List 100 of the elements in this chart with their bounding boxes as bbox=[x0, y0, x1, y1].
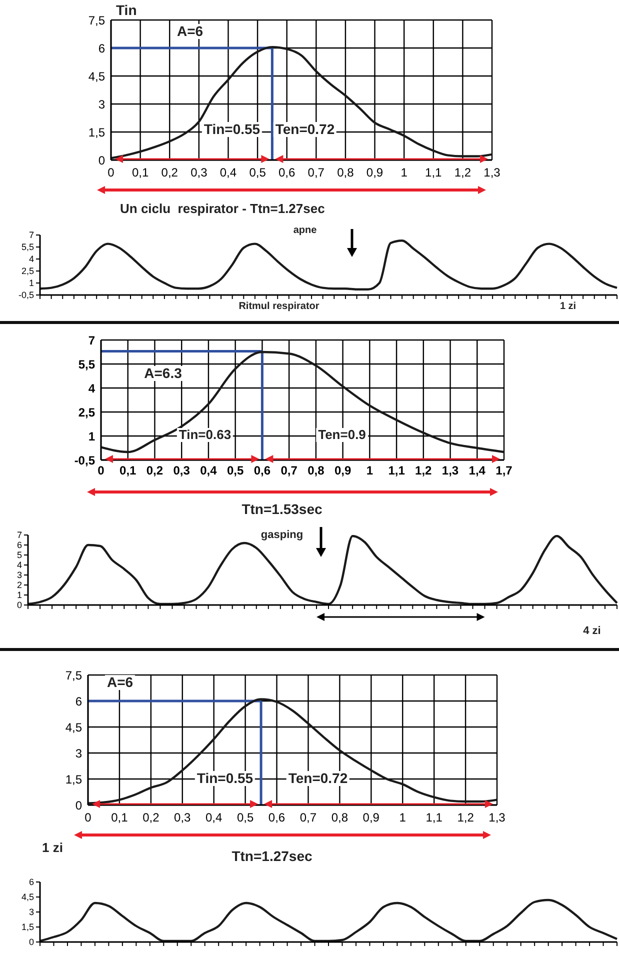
x-tick-label: 0,2 bbox=[142, 810, 160, 825]
x-tick-label: 0,6 bbox=[268, 810, 286, 825]
y-tick-label: 4,5 bbox=[88, 69, 106, 84]
text: 1 zi bbox=[558, 301, 578, 312]
annotation: Ten=0.72 bbox=[286, 770, 350, 786]
x-tick-label: 0,4 bbox=[200, 464, 218, 478]
y-axis-title: Tin bbox=[116, 2, 137, 18]
y-tick-label: 5,5 bbox=[21, 242, 34, 252]
y-tick-label: 3 bbox=[75, 746, 82, 760]
x-tick-label: 1,2 bbox=[415, 464, 432, 478]
annotation: gasping bbox=[258, 529, 306, 542]
text: 4 zi bbox=[581, 625, 603, 638]
x-tick-label: 0,8 bbox=[331, 810, 348, 825]
y-tick-label: 5,5 bbox=[78, 357, 96, 372]
x-tick-label: 0,3 bbox=[173, 464, 190, 478]
y-tick-label: 1,5 bbox=[65, 772, 82, 786]
y-tick-label: 3 bbox=[98, 97, 106, 112]
x-tick-label: 0,9 bbox=[362, 810, 380, 825]
y-tick-label: 0 bbox=[98, 153, 106, 168]
x-tick-label: 0,2 bbox=[161, 166, 178, 180]
x-tick-label: 1,2 bbox=[454, 166, 472, 180]
y-tick-label: 6 bbox=[98, 41, 106, 56]
text: 1 zi bbox=[40, 840, 65, 856]
annotation: Tin=0.55 bbox=[194, 770, 256, 786]
y-tick-label: 1 bbox=[28, 278, 34, 288]
y-tick-label: 7 bbox=[16, 530, 22, 540]
annotation: A=6.3 bbox=[142, 365, 184, 382]
x-tick-label: 1,1 bbox=[425, 166, 442, 180]
y-tick-label: 4,5 bbox=[65, 720, 82, 734]
line-series bbox=[38, 240, 618, 290]
x-tick-label: 0,1 bbox=[132, 166, 149, 180]
y-tick-label: 4 bbox=[88, 381, 96, 396]
y-tick-label: 5 bbox=[16, 550, 22, 560]
x-tick-label: 0,5 bbox=[236, 810, 254, 825]
y-tick-label: -0,5 bbox=[18, 290, 34, 300]
y-tick-label: 2,5 bbox=[78, 405, 96, 420]
y-tick-label: 7,5 bbox=[65, 668, 82, 682]
y-tick-label: -0,5 bbox=[74, 453, 96, 468]
y-tick-label: 0 bbox=[28, 937, 34, 948]
x-tick-label: 1,3 bbox=[442, 464, 459, 478]
y-tick-label: 1,5 bbox=[21, 922, 34, 932]
y-tick-label: 1,5 bbox=[88, 125, 106, 140]
y-tick-label: 2 bbox=[16, 580, 22, 590]
x-tick-label: 0,8 bbox=[308, 464, 325, 478]
x-tick-label: 1,4 bbox=[468, 464, 486, 478]
x-tick-label: 0,7 bbox=[280, 464, 298, 478]
x-tick-label: 0,7 bbox=[300, 810, 317, 825]
y-tick-label: 6 bbox=[28, 877, 34, 888]
annotation: Ten=0.72 bbox=[273, 121, 337, 138]
y-tick-label: 4 bbox=[28, 254, 34, 264]
annotation: apne bbox=[291, 225, 319, 236]
x-tick-label: 0,9 bbox=[366, 166, 384, 180]
annotation: A=6 bbox=[174, 23, 206, 40]
y-tick-label: 3 bbox=[16, 570, 22, 580]
y-tick-label: 3 bbox=[28, 907, 34, 918]
x-tick-label: 0 bbox=[108, 166, 115, 180]
y-tick-label: 7 bbox=[88, 333, 96, 348]
x-tick-label: 0,3 bbox=[190, 166, 208, 180]
x-tick-label: 1,7 bbox=[496, 464, 513, 478]
x-tick-label: 0,5 bbox=[226, 464, 244, 478]
y-tick-label: 4,5 bbox=[21, 892, 34, 902]
x-tick-label: 0,6 bbox=[278, 166, 296, 180]
y-tick-label: 1 bbox=[88, 429, 96, 444]
x-tick-label: 1 bbox=[366, 464, 374, 478]
y-tick-label: 2,5 bbox=[21, 266, 34, 276]
y-tick-label: 6 bbox=[16, 540, 22, 550]
annotation: A=6 bbox=[104, 674, 136, 690]
y-tick-label: 7,5 bbox=[88, 13, 106, 28]
text: Un ciclu respirator - Ttn=1.27sec bbox=[118, 201, 327, 216]
x-tick-label: 0,5 bbox=[249, 166, 266, 180]
x-tick-label: 0,2 bbox=[146, 464, 164, 478]
text: Ttn=1.53sec bbox=[240, 501, 324, 518]
annotation: Tin=0.55 bbox=[202, 121, 262, 138]
x-tick-label: 1 bbox=[400, 166, 408, 180]
line-series bbox=[100, 350, 506, 454]
x-tick-label: 1 bbox=[399, 810, 406, 825]
annotation: Tin=0.63 bbox=[176, 427, 234, 442]
x-tick-label: 0,1 bbox=[111, 810, 128, 825]
x-tick-label: 0,4 bbox=[220, 166, 237, 180]
x-tick-label: 0,9 bbox=[334, 464, 352, 478]
y-tick-label: 4 bbox=[16, 560, 22, 570]
x-tick-label: 0,3 bbox=[174, 810, 192, 825]
x-tick-label: 1,3 bbox=[484, 166, 501, 180]
annotation: Ten=0.9 bbox=[316, 427, 368, 442]
y-tick-label: 6 bbox=[75, 694, 82, 708]
y-tick-label: 0 bbox=[16, 600, 22, 610]
x-axis-title: Ritmul respirator bbox=[238, 301, 320, 312]
text: Ttn=1.27sec bbox=[230, 848, 314, 864]
x-tick-label: 0,6 bbox=[254, 464, 271, 478]
y-tick-label: 0 bbox=[75, 798, 82, 812]
x-tick-label: 0,7 bbox=[308, 166, 325, 180]
x-tick-label: 1,1 bbox=[426, 810, 443, 825]
x-tick-label: 1,3 bbox=[488, 810, 506, 825]
x-tick-label: 0,1 bbox=[120, 464, 137, 478]
y-tick-label: 1 bbox=[16, 590, 22, 600]
x-tick-label: 0,4 bbox=[206, 810, 223, 825]
y-tick-label: 7 bbox=[28, 230, 34, 240]
x-tick-label: 0,8 bbox=[337, 166, 354, 180]
x-tick-label: 1,1 bbox=[388, 464, 406, 478]
x-tick-label: 1,2 bbox=[457, 810, 474, 825]
